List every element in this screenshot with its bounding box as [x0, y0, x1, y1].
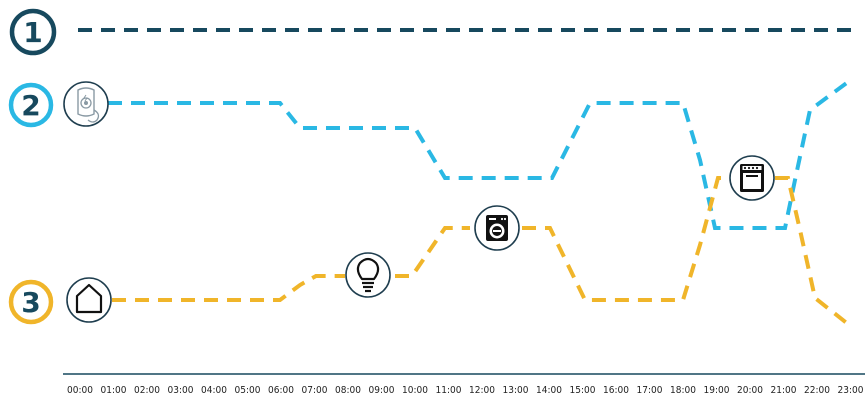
tick-label: 06:00 [268, 385, 294, 396]
tick-label: 01:00 [101, 385, 127, 396]
tick-label: 19:00 [704, 385, 730, 396]
tick-label: 20:00 [737, 385, 763, 396]
tick-label: 23:00 [838, 385, 864, 396]
tick-label: 14:00 [536, 385, 562, 396]
line-2 [108, 80, 850, 230]
badge-1: 1 [9, 8, 57, 56]
badge-2: 2 [8, 82, 54, 128]
oven-icon [729, 155, 775, 201]
tick-label: 04:00 [201, 385, 227, 396]
tick-label: 02:00 [134, 385, 160, 396]
tick-label: 03:00 [168, 385, 194, 396]
tick-label: 21:00 [771, 385, 797, 396]
tick-label: 05:00 [235, 385, 261, 396]
lightbulb-icon [345, 252, 391, 298]
tick-label: 15:00 [570, 385, 596, 396]
tick-label: 17:00 [637, 385, 663, 396]
tick-label: 08:00 [335, 385, 361, 396]
tick-label: 11:00 [436, 385, 462, 396]
badge-2-ring [8, 82, 54, 128]
home-icon [66, 277, 112, 323]
tick-label: 10:00 [402, 385, 428, 396]
badge-1-label: 1 [23, 16, 42, 49]
badge-3-label: 3 [21, 286, 40, 319]
tick-label: 09:00 [369, 385, 395, 396]
lightbulb-icon-ring [345, 252, 391, 298]
tick-label: 13:00 [503, 385, 529, 396]
badge-1-ring [9, 8, 57, 56]
badge-2-label: 2 [21, 89, 40, 122]
timeline-tick-labels: 00:00 01:00 02:00 03:00 04:00 05:00 06:00 07:00… [67, 385, 864, 396]
tick-label: 00:00 [67, 385, 93, 396]
badge-3-ring [8, 279, 54, 325]
tick-label: 22:00 [804, 385, 830, 396]
tick-label: 16:00 [603, 385, 629, 396]
tick-label: 18:00 [670, 385, 696, 396]
tick-label: 07:00 [302, 385, 328, 396]
washing-machine-icon [474, 205, 520, 251]
badge-3: 3 [8, 279, 54, 325]
line-3 [112, 176, 850, 326]
charger-icon [63, 81, 109, 127]
tick-label: 12:00 [469, 385, 495, 396]
